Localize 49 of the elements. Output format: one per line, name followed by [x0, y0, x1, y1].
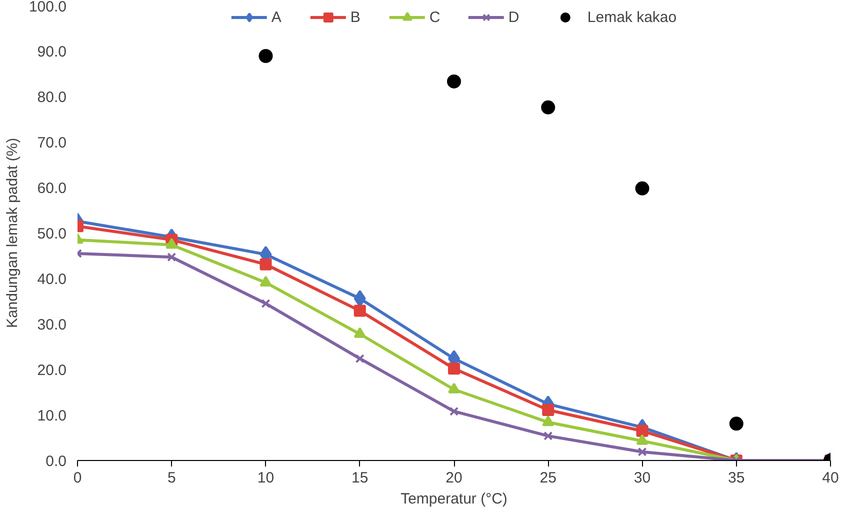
point [448, 362, 460, 375]
y-tick-label: 90.0 [37, 44, 67, 60]
point [260, 258, 272, 270]
x-tick-label: 30 [634, 470, 651, 486]
x-tick-label: 10 [257, 470, 274, 486]
y-tick-label: 100.0 [28, 0, 67, 16]
point [449, 406, 459, 416]
point [729, 416, 744, 431]
point [544, 431, 553, 440]
y-tick-label: 60.0 [37, 180, 67, 197]
x-tick-label: 20 [446, 470, 462, 486]
point [542, 416, 554, 426]
y-tick-label: 40.0 [37, 271, 67, 288]
y-tick-label: 80.0 [37, 89, 67, 106]
x-tick-label: 40 [822, 470, 839, 486]
point [542, 404, 554, 416]
legend-label: Lemak kakao [587, 8, 677, 26]
point [638, 447, 647, 456]
point [448, 382, 460, 394]
y-tick-label: 0.0 [46, 453, 67, 470]
point [355, 354, 364, 364]
y-tick-label: 70.0 [37, 134, 67, 152]
legend-label: A [271, 8, 282, 26]
legend-label: C [429, 8, 442, 26]
point [354, 304, 366, 317]
legend-label: D [508, 8, 520, 26]
point [635, 181, 650, 196]
point [636, 434, 648, 445]
y-axis-title: Kandungan lemak padat (%) [4, 138, 21, 328]
point [167, 252, 176, 262]
x-tick-label: 15 [352, 470, 368, 486]
point [258, 49, 273, 63]
y-tick-label: 20.0 [37, 362, 67, 379]
x-tick-label: 35 [728, 470, 745, 486]
point [541, 100, 556, 114]
point [261, 298, 270, 308]
point [260, 276, 272, 286]
legend-label: B [350, 8, 362, 26]
y-tick-label: 30.0 [37, 316, 67, 334]
x-tick-label: 25 [540, 470, 556, 486]
x-tick-label: 0 [73, 470, 82, 486]
x-axis-title: Temperatur (°C) [400, 490, 508, 508]
point [354, 327, 366, 338]
point [447, 74, 461, 88]
point [166, 238, 178, 249]
y-tick-label: 10.0 [37, 408, 67, 424]
y-tick-label: 50.0 [37, 226, 67, 242]
x-tick-label: 5 [167, 470, 176, 486]
point [636, 424, 648, 437]
